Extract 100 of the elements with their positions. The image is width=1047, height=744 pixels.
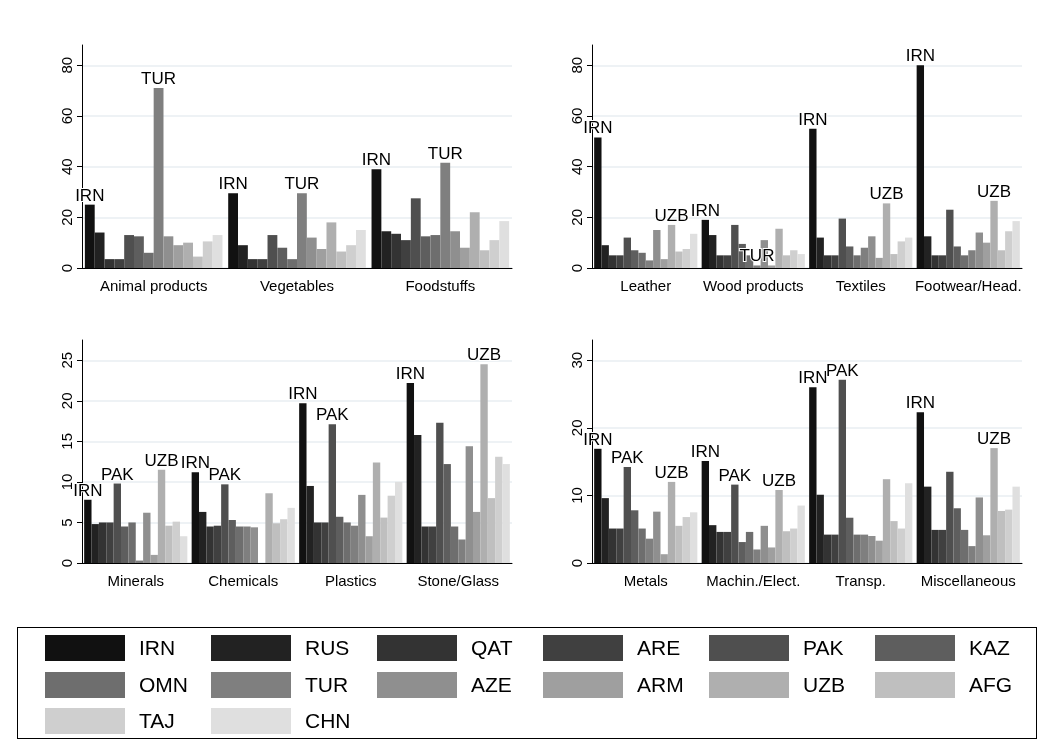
- bar: [394, 481, 403, 563]
- y-tick-label: 10: [568, 487, 585, 504]
- bar: [221, 484, 229, 563]
- bar: [760, 525, 768, 563]
- data-label: PAK: [100, 464, 135, 484]
- x-tick-label: Machin./Elect.: [706, 572, 801, 589]
- bar: [775, 490, 783, 563]
- bar: [202, 241, 213, 268]
- data-label: UZB: [144, 450, 179, 470]
- x-tick-label: Wood products: [702, 277, 804, 294]
- bar: [328, 424, 337, 563]
- x-tick-label: Metals: [623, 572, 668, 589]
- bar: [124, 235, 135, 268]
- bar: [243, 526, 251, 563]
- bar: [191, 472, 200, 563]
- bar: [450, 231, 460, 268]
- bar: [723, 255, 732, 268]
- bar: [183, 242, 193, 268]
- data-label: UZB: [977, 181, 1012, 201]
- data-label: PAK: [825, 360, 860, 380]
- y-tick-label: 10: [58, 473, 75, 491]
- bar: [838, 379, 847, 563]
- bar: [502, 464, 510, 563]
- x-tick-label: Stone/Glass: [417, 572, 500, 589]
- bar: [608, 528, 617, 563]
- bar: [272, 523, 281, 563]
- bar: [104, 259, 115, 268]
- x-tick-label: Minerals: [107, 572, 165, 589]
- bar: [84, 499, 92, 563]
- bar: [436, 422, 444, 563]
- bar: [601, 498, 609, 563]
- bar: [143, 252, 154, 268]
- legend-label: AFG: [969, 672, 1013, 697]
- data-label: IRN: [798, 109, 828, 129]
- bar: [838, 218, 847, 268]
- y-tick-label: 30: [568, 351, 585, 369]
- bar: [960, 529, 969, 563]
- x-tick-label: Miscellaneous: [920, 572, 1016, 589]
- bar: [931, 255, 939, 268]
- bar: [616, 528, 624, 563]
- bar: [631, 510, 639, 563]
- bar: [84, 204, 95, 268]
- bar: [235, 526, 244, 563]
- bar: [287, 259, 297, 268]
- bar: [846, 517, 854, 563]
- bar: [653, 229, 661, 268]
- bar: [280, 519, 288, 563]
- bar: [381, 231, 392, 268]
- bar: [809, 128, 817, 268]
- bar: [265, 493, 273, 563]
- bar: [997, 510, 1006, 563]
- bar: [767, 547, 776, 563]
- legend-label: CHN: [305, 709, 351, 734]
- y-tick-label: 0: [568, 558, 585, 568]
- x-tick-label: Footwear/Head.: [914, 277, 1022, 294]
- bar: [816, 237, 824, 268]
- bar: [387, 495, 395, 563]
- bar: [782, 531, 791, 563]
- bar: [499, 221, 510, 268]
- bar: [682, 517, 690, 563]
- y-tick-label: 20: [568, 208, 585, 226]
- bar: [128, 522, 136, 563]
- bar: [660, 259, 668, 268]
- bar: [150, 554, 158, 563]
- bar: [469, 212, 480, 268]
- bar: [365, 536, 373, 563]
- bar: [594, 448, 602, 563]
- bar: [975, 232, 983, 268]
- bar: [601, 245, 609, 268]
- bar: [645, 260, 654, 268]
- bar: [753, 549, 761, 563]
- bar: [667, 481, 676, 563]
- bar: [953, 246, 961, 268]
- bar: [228, 520, 236, 563]
- bar: [267, 235, 278, 268]
- bar: [321, 522, 329, 563]
- bar: [790, 250, 798, 268]
- bar: [701, 219, 710, 268]
- bar: [667, 224, 676, 268]
- bar: [440, 162, 451, 268]
- bar: [287, 507, 295, 563]
- data-label: IRN: [690, 441, 720, 461]
- bar: [479, 250, 490, 268]
- bar: [489, 240, 500, 268]
- bar: [731, 484, 739, 563]
- bar: [165, 525, 173, 563]
- bar: [816, 494, 824, 563]
- bar: [594, 137, 602, 268]
- legend-label: UZB: [803, 672, 845, 697]
- bar: [257, 259, 268, 268]
- y-tick-label: 20: [58, 208, 75, 226]
- bar: [860, 247, 869, 268]
- y-tick-label: 80: [568, 56, 585, 74]
- bar: [414, 434, 422, 563]
- y-tick-label: 15: [58, 433, 75, 450]
- bar: [247, 259, 258, 268]
- y-tick-label: 5: [58, 518, 75, 527]
- bar: [946, 471, 954, 563]
- legend-label: ARE: [637, 636, 681, 660]
- bar: [753, 265, 761, 268]
